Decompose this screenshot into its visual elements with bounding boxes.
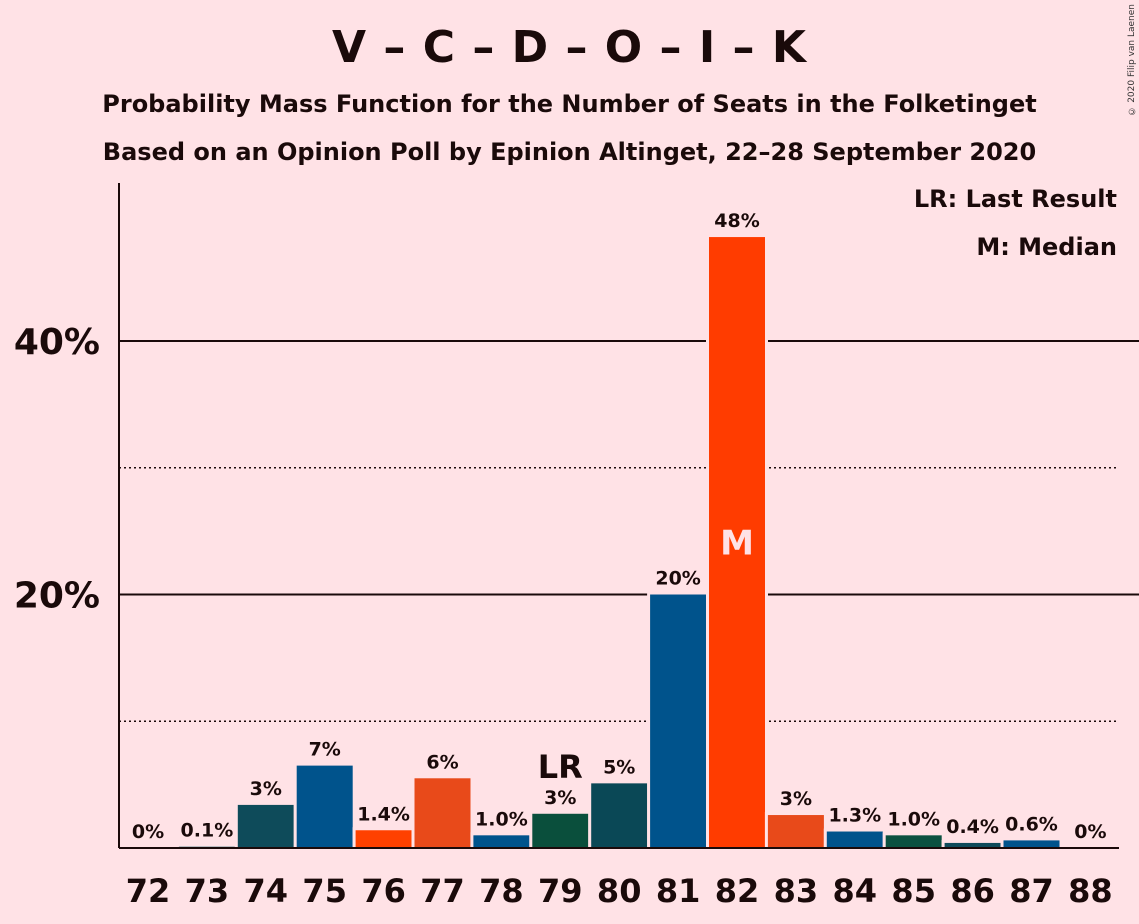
bar-74 <box>237 804 294 848</box>
legend-last-result: LR: Last Result <box>913 185 1117 213</box>
value-label-83: 3% <box>780 788 812 810</box>
x-tick-label-79: 79 <box>538 872 583 910</box>
value-label-85: 1.0% <box>887 808 940 830</box>
bar-80 <box>591 783 648 848</box>
value-label-88: 0% <box>1074 821 1106 843</box>
value-label-75: 7% <box>309 739 341 761</box>
x-tick-label-85: 85 <box>891 872 936 910</box>
bar-83 <box>767 815 824 848</box>
chart-subtitle-1: Probability Mass Function for the Number… <box>102 90 1037 118</box>
bar-78 <box>473 835 530 848</box>
bar-86 <box>944 842 1001 848</box>
bar-81 <box>650 594 707 848</box>
x-tick-label-82: 82 <box>715 872 760 910</box>
value-label-81: 20% <box>655 568 700 590</box>
last-result-marker: LR <box>538 748 583 786</box>
value-label-87: 0.6% <box>1005 813 1058 835</box>
x-tick-label-81: 81 <box>656 872 701 910</box>
value-label-78: 1.0% <box>475 808 528 830</box>
x-tick-label-76: 76 <box>361 872 406 910</box>
value-label-72: 0% <box>132 821 164 843</box>
bar-85 <box>885 835 942 848</box>
x-tick-label-74: 74 <box>244 872 289 910</box>
bar-76 <box>355 830 412 848</box>
x-tick-label-72: 72 <box>126 872 171 910</box>
bar-84 <box>826 831 883 848</box>
value-label-80: 5% <box>603 756 635 778</box>
y-tick-label-20: 20% <box>14 576 100 617</box>
x-tick-label-75: 75 <box>302 872 347 910</box>
x-tick-label-73: 73 <box>185 872 230 910</box>
bar-77 <box>414 778 471 848</box>
median-marker: M <box>720 524 754 564</box>
x-tick-label-77: 77 <box>420 872 465 910</box>
value-label-82: 48% <box>714 210 759 232</box>
value-label-73: 0.1% <box>181 820 234 842</box>
bar-75 <box>296 765 353 848</box>
x-tick-label-84: 84 <box>833 872 878 910</box>
value-label-84: 1.3% <box>828 805 881 827</box>
x-tick-label-86: 86 <box>950 872 995 910</box>
x-tick-label-87: 87 <box>1009 872 1054 910</box>
value-label-74: 3% <box>250 778 282 800</box>
x-tick-label-80: 80 <box>597 872 642 910</box>
bar-87 <box>1003 840 1060 848</box>
value-label-76: 1.4% <box>357 803 410 825</box>
value-label-77: 6% <box>426 751 458 773</box>
legend-median: M: Median <box>976 233 1117 261</box>
value-label-79: 3% <box>544 787 576 809</box>
chart-subtitle-2: Based on an Opinion Poll by Epinion Alti… <box>102 138 1037 166</box>
x-tick-label-83: 83 <box>774 872 819 910</box>
chart-title: V – C – D – O – I – K <box>332 22 807 73</box>
y-tick-label-40: 40% <box>14 322 100 363</box>
x-tick-label-78: 78 <box>479 872 524 910</box>
x-tick-label-88: 88 <box>1068 872 1113 910</box>
bar-79 <box>532 813 589 848</box>
bar-82 <box>709 237 765 848</box>
value-label-86: 0.4% <box>946 816 999 838</box>
bar-gap-73 <box>175 843 238 848</box>
